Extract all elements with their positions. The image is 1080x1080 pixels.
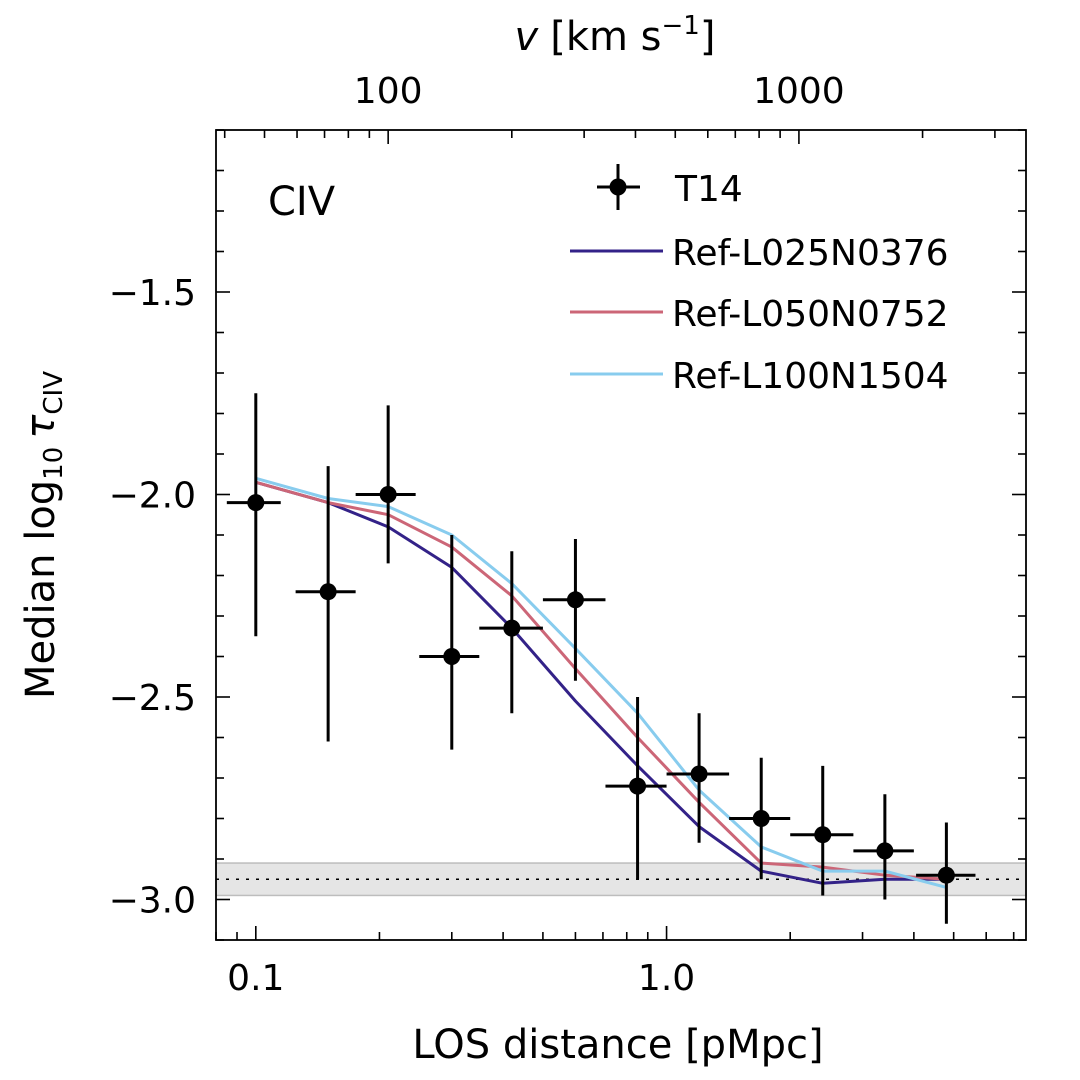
- top-axis-title-unit: [km s: [550, 14, 661, 60]
- data-point-t14: [566, 591, 584, 609]
- data-point-t14: [443, 648, 461, 665]
- y-axis-title-prefix: Median log: [18, 480, 64, 699]
- x-axis-title: LOS distance [pMpc]: [412, 1022, 823, 1068]
- data-point-t14: [379, 486, 397, 503]
- data-point-t14: [690, 765, 708, 783]
- data-point-t14: [814, 826, 832, 844]
- legend-label-t14: T14: [674, 169, 743, 210]
- y-axis-title-sub: 10: [39, 447, 69, 480]
- plot-frame: [215, 129, 1027, 941]
- data-point-t14: [629, 777, 647, 795]
- y-axis-title-tau: τ: [18, 414, 64, 439]
- legend: T14 Ref-L025N0376 Ref-L050N0752 Ref-L100…: [570, 164, 949, 397]
- series-line-ref-l025n0376: [255, 480, 947, 885]
- top-axis-title-exp: −1: [662, 11, 700, 41]
- legend-marker-t14: [609, 178, 627, 196]
- y-axis-title: Median log10 τCIV: [18, 371, 69, 699]
- top-tick-label: 100: [354, 71, 423, 112]
- data-point-t14: [319, 583, 337, 601]
- data-point-t14: [876, 842, 894, 860]
- series-line-ref-l100n1504: [255, 476, 947, 889]
- y-tick-label: −1.5: [109, 273, 196, 314]
- top-axis-title: v [km s−1]: [515, 11, 716, 60]
- data-point-t14: [247, 494, 265, 512]
- top-axis-title-close: ]: [700, 14, 716, 60]
- y-tick-label: −3.0: [109, 881, 196, 922]
- series-line-ref-l050n0752: [255, 480, 947, 881]
- y-tick-label: −2.5: [109, 678, 196, 719]
- data-point-t14: [752, 810, 770, 827]
- legend-label-l100: Ref-L100N1504: [672, 356, 949, 397]
- data-point-t14: [937, 866, 955, 884]
- top-axis-title-var: v: [515, 14, 540, 60]
- top-tick-label: 1000: [753, 71, 845, 112]
- data-point-t14: [503, 619, 521, 637]
- x-tick-label: 1.0: [638, 958, 695, 999]
- y-tick-label: −2.0: [109, 476, 196, 517]
- legend-label-l050: Ref-L050N0752: [672, 294, 949, 335]
- annotation-civ: CIV: [268, 179, 336, 225]
- legend-label-l025: Ref-L025N0376: [672, 233, 949, 274]
- x-tick-label: 0.1: [227, 958, 284, 999]
- y-axis-title-tau-sub: CIV: [39, 371, 69, 415]
